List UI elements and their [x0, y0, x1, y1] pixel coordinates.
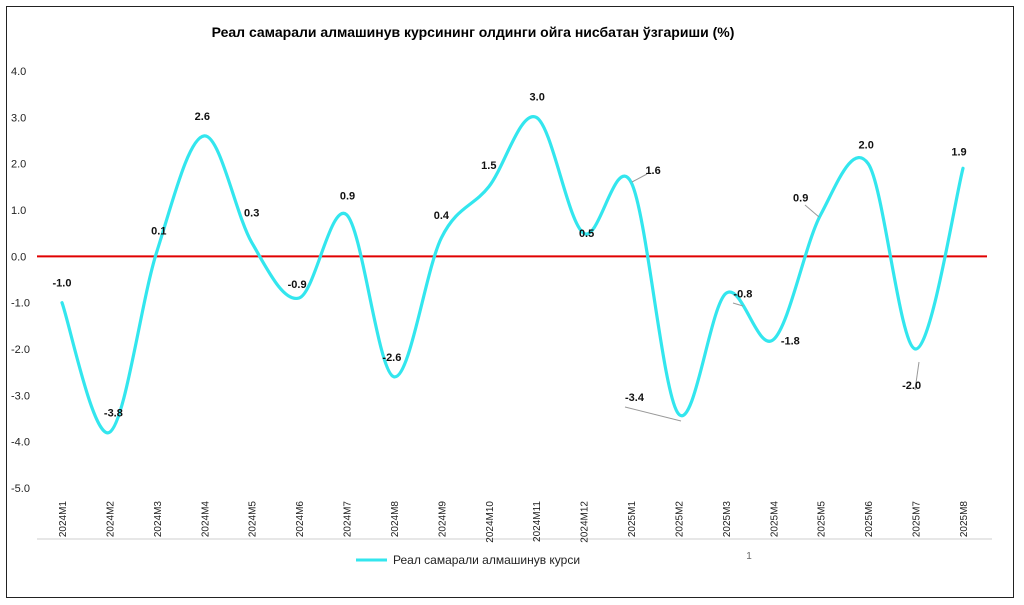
x-tick-label: 2024M4: [200, 501, 211, 538]
data-label: -1.8: [781, 336, 800, 348]
data-label: 3.0: [530, 91, 545, 103]
x-tick-label: 2024M1: [58, 501, 69, 538]
x-tick-label: 2024M8: [390, 501, 401, 538]
data-label: -3.4: [625, 392, 645, 404]
data-label: -2.6: [382, 352, 401, 364]
data-label: 1.9: [951, 146, 966, 158]
y-tick-label: -5.0: [11, 483, 30, 495]
y-tick-label: 3.0: [11, 112, 26, 124]
legend: Реал самарали алмашинув курси: [356, 553, 580, 567]
x-tick-label: 2024M12: [580, 501, 591, 543]
y-tick-label: -2.0: [11, 344, 30, 356]
x-tick-label: 2025M7: [912, 501, 923, 538]
series-line: [60, 115, 965, 435]
data-label: -1.0: [53, 278, 72, 290]
data-label: 0.9: [793, 193, 808, 205]
data-label: 0.5: [579, 228, 594, 240]
y-axis-ticks: 4.0 3.0 2.0 1.0 0.0 -1.0 -2.0 -3.0 -4.0 -5.0: [11, 66, 30, 495]
data-label: 2.6: [195, 111, 210, 123]
chart-frame: Реал самарали алмашинув курсининг олдинг…: [6, 6, 1014, 598]
y-tick-label: 4.0: [11, 66, 26, 78]
chart-title: Реал самарали алмашинув курсининг олдинг…: [212, 24, 735, 40]
data-label: 0.9: [340, 191, 355, 203]
x-tick-label: 2024M6: [295, 501, 306, 538]
y-tick-label: 1.0: [11, 205, 26, 217]
x-tick-label: 2025M6: [864, 501, 875, 538]
data-label: 0.4: [434, 210, 450, 222]
x-tick-label: 2025M5: [817, 501, 828, 538]
x-tick-label: 2025M2: [674, 501, 685, 538]
y-tick-label: -4.0: [11, 437, 30, 449]
label-leader-line: [914, 361, 920, 391]
data-label: 0.1: [151, 226, 166, 238]
y-tick-label: -1.0: [11, 298, 30, 310]
y-tick-label: 2.0: [11, 159, 26, 171]
label-leader-line: [631, 173, 648, 183]
data-label: 0.3: [244, 207, 259, 219]
y-tick-label: -3.0: [11, 390, 30, 402]
x-tick-label: 2024M10: [485, 501, 496, 543]
x-tick-label: 2025M3: [722, 501, 733, 538]
leader-lines: [624, 173, 920, 422]
y-tick-label: 0.0: [11, 251, 26, 263]
legend-label: Реал самарали алмашинув курси: [393, 553, 580, 567]
data-label: -3.8: [104, 407, 123, 419]
x-tick-label: 2025M4: [769, 501, 780, 538]
data-labels: -1.0 -3.8 0.1 2.6 0.3 -0.9 0.9 -2.6 0.4 1.5 3.0 0.5…: [53, 91, 967, 419]
data-label: 2.0: [859, 140, 874, 152]
data-label: -2.0: [902, 380, 921, 392]
x-tick-label: 2024M3: [153, 501, 164, 538]
data-label: 1.6: [645, 165, 660, 177]
x-tick-label: 2024M9: [437, 501, 448, 538]
data-label: -0.9: [288, 279, 307, 291]
data-label: 1.5: [481, 160, 496, 172]
x-tick-label: 2025M1: [627, 501, 638, 538]
x-tick-label: 2024M2: [105, 501, 116, 538]
x-tick-label: 2025M8: [959, 501, 970, 538]
label-leader-line: [624, 406, 682, 422]
data-label: -0.8: [733, 288, 752, 300]
x-tick-label: 2024M7: [343, 501, 354, 538]
x-tick-label: 2024M11: [532, 501, 543, 542]
line-chart: Реал самарали алмашинув курсининг олдинг…: [11, 24, 992, 567]
label-leader-line: [732, 302, 744, 307]
footer-number: 1: [746, 551, 752, 562]
label-leader-line: [804, 204, 820, 218]
x-tick-label: 2024M5: [248, 501, 259, 538]
x-axis-ticks: 2024M1 2024M2 2024M3 2024M4 2024M5 2024M6 2024…: [58, 501, 970, 543]
